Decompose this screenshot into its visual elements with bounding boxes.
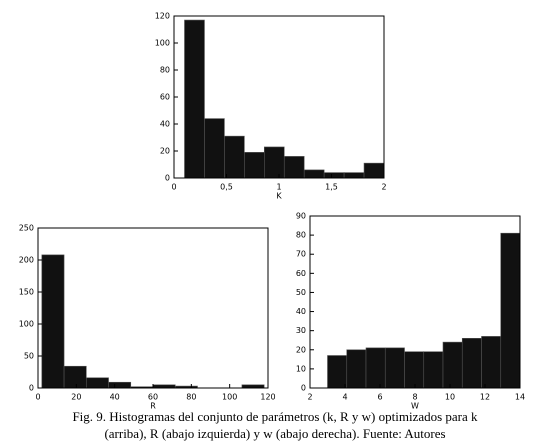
x-axis-label: W bbox=[411, 402, 419, 411]
bar bbox=[384, 347, 405, 389]
y-tick-label: 200 bbox=[19, 256, 34, 265]
y-tick-label: 40 bbox=[160, 120, 170, 129]
bar bbox=[423, 351, 444, 389]
y-tick-label: 150 bbox=[19, 288, 34, 297]
bar bbox=[86, 377, 109, 389]
y-tick-label: 60 bbox=[160, 93, 170, 102]
bar bbox=[365, 347, 386, 389]
bar bbox=[63, 365, 87, 389]
x-tick-label: 40 bbox=[110, 393, 120, 402]
y-tick-label: 0 bbox=[29, 384, 34, 393]
y-tick-label: 0 bbox=[165, 174, 170, 183]
y-tick-label: 90 bbox=[296, 212, 306, 221]
bar bbox=[323, 172, 345, 179]
bar bbox=[500, 232, 521, 389]
x-tick-label: 8 bbox=[412, 393, 417, 402]
bar bbox=[184, 19, 205, 179]
plot-frame bbox=[37, 227, 269, 389]
x-tick-label: 1 bbox=[276, 183, 281, 192]
bar bbox=[363, 162, 385, 179]
y-tick-label: 100 bbox=[155, 39, 170, 48]
y-tick-label: 20 bbox=[160, 147, 170, 156]
x-tick-label: 60 bbox=[148, 393, 158, 402]
y-tick-label: 100 bbox=[19, 320, 34, 329]
bar bbox=[404, 351, 425, 389]
y-tick-label: 10 bbox=[296, 364, 306, 373]
x-tick-label: 14 bbox=[515, 393, 525, 402]
x-tick-label: 6 bbox=[377, 393, 382, 402]
bar bbox=[481, 336, 502, 389]
bar bbox=[244, 152, 265, 179]
x-tick-label: 10 bbox=[445, 393, 455, 402]
bar bbox=[224, 135, 245, 179]
bar bbox=[41, 254, 65, 389]
y-tick-label: 0 bbox=[301, 384, 306, 393]
bar bbox=[108, 381, 132, 389]
bar bbox=[442, 341, 463, 389]
x-tick-label: 4 bbox=[342, 393, 347, 402]
y-tick-label: 50 bbox=[296, 288, 306, 297]
y-tick-label: 120 bbox=[155, 12, 170, 21]
y-tick-label: 80 bbox=[160, 66, 170, 75]
bar bbox=[461, 338, 482, 389]
y-tick-label: 80 bbox=[296, 231, 306, 240]
x-tick-label: 1,5 bbox=[325, 183, 338, 192]
bar bbox=[346, 349, 367, 389]
y-tick-label: 30 bbox=[296, 326, 306, 335]
x-tick-label: 12 bbox=[480, 393, 490, 402]
x-tick-label: 20 bbox=[71, 393, 81, 402]
x-axis-label: R bbox=[150, 402, 156, 411]
x-tick-label: 2 bbox=[307, 393, 312, 402]
x-tick-label: 0 bbox=[35, 393, 40, 402]
bar bbox=[343, 172, 365, 179]
x-tick-label: 80 bbox=[186, 393, 196, 402]
x-tick-label: 100 bbox=[222, 393, 237, 402]
x-tick-label: 0 bbox=[171, 183, 176, 192]
caption-line: (arriba), R (abajo izquierda) y w (abajo… bbox=[104, 426, 445, 441]
bar bbox=[204, 118, 225, 179]
bar bbox=[283, 156, 305, 179]
x-tick-label: 0,5 bbox=[220, 183, 233, 192]
bar bbox=[303, 169, 325, 179]
y-tick-label: 60 bbox=[296, 269, 306, 278]
y-tick-label: 40 bbox=[296, 307, 306, 316]
caption-line: Fig. 9. Histogramas del conjunto de pará… bbox=[72, 409, 478, 424]
y-tick-label: 20 bbox=[296, 345, 306, 354]
y-tick-label: 70 bbox=[296, 250, 306, 259]
bar bbox=[263, 146, 285, 179]
x-axis-label: K bbox=[276, 192, 282, 201]
x-tick-label: 2 bbox=[381, 183, 386, 192]
bar bbox=[327, 355, 348, 389]
y-tick-label: 50 bbox=[24, 352, 34, 361]
y-tick-label: 250 bbox=[19, 224, 34, 233]
x-tick-label: 120 bbox=[260, 393, 275, 402]
